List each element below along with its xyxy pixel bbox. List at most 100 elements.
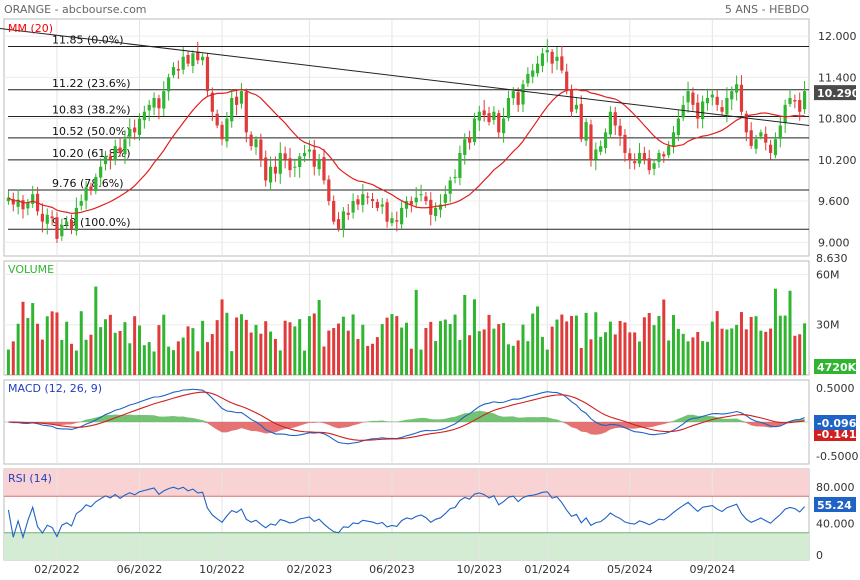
candle-body (681, 104, 685, 118)
rsi-y-tick-label: 80.000 (816, 481, 855, 494)
volume-bar (176, 341, 180, 375)
fibonacci-label: 9.19 (100.0%) (52, 216, 131, 229)
candle-body (94, 177, 98, 192)
volume-bar (36, 323, 40, 375)
candle-body (569, 90, 574, 112)
volume-bar (45, 316, 49, 375)
candle-body (215, 113, 219, 126)
candle-body (628, 153, 632, 160)
volume-bar (783, 315, 787, 375)
candle-body (133, 127, 137, 133)
candle-body (686, 91, 690, 103)
candle-body (11, 199, 15, 205)
price-candles (6, 39, 807, 243)
volume-bar (642, 317, 646, 375)
volume-bar (681, 333, 685, 375)
candle-body (259, 139, 263, 160)
volume-y-tick-label: 30M (816, 319, 840, 332)
rsi-gridlines (4, 495, 809, 534)
volume-bar (516, 340, 520, 375)
candle-body (434, 207, 438, 217)
volume-bar (686, 341, 690, 375)
candle-body (715, 96, 719, 105)
volume-bar (244, 319, 248, 375)
candle-body (613, 112, 617, 126)
resistance-trendline (0, 27, 810, 126)
x-tick-label: 05/2024 (607, 563, 653, 576)
volume-bar (128, 343, 132, 375)
volume-bar (70, 343, 74, 375)
volume-bar (676, 328, 680, 375)
volume-bar (21, 301, 25, 375)
x-tick-label: 06/2022 (117, 563, 163, 576)
volume-bar (269, 331, 273, 375)
candle-body (521, 84, 525, 105)
candle-body (710, 94, 714, 98)
chart-period: 5 ANS - HEBDO (725, 3, 809, 16)
volume-bar (438, 321, 442, 375)
fibonacci-label: 10.83 (38.2%) (52, 104, 131, 117)
candle-body (764, 133, 768, 143)
volume-bar (710, 321, 714, 375)
candle-body (458, 152, 462, 178)
volume-bar (235, 317, 239, 375)
x-tick-label: 06/2023 (369, 563, 415, 576)
volume-bar (764, 331, 768, 375)
candle-body (186, 54, 190, 64)
candle-body (322, 157, 326, 181)
volume-bar (468, 335, 472, 375)
candle-body (560, 56, 564, 71)
volume-bar (162, 314, 166, 375)
volume-bar (409, 348, 413, 375)
candle-body (749, 130, 753, 147)
candle-body (545, 49, 549, 53)
volume-bar (414, 289, 418, 375)
macd-y-ticks: 0.5000 -0.5000 (816, 382, 858, 463)
volume-bar (773, 288, 777, 375)
volume-bar (638, 341, 642, 375)
rsi-y-tick-label: 40.000 (816, 518, 855, 531)
candle-body (65, 221, 69, 225)
volume-bar (749, 316, 753, 375)
candle-body (220, 124, 224, 140)
volume-y-tick-label: 60M (816, 268, 840, 281)
macd-y-tick-label: -0.5000 (816, 450, 858, 463)
candle-body (662, 154, 666, 157)
volume-bar (337, 323, 341, 375)
volume-bar (458, 339, 462, 375)
volume-bar (395, 316, 399, 375)
volume-bar (599, 336, 603, 375)
candle-body (69, 220, 74, 229)
rsi-panel-label: RSI (14) (8, 472, 52, 485)
candle-body (230, 98, 234, 122)
volume-bar (628, 332, 632, 375)
candle-body (55, 217, 59, 239)
volume-bar (371, 343, 375, 375)
volume-bar (555, 319, 559, 375)
candle-body (487, 113, 491, 123)
last-macd-badge-bg (814, 415, 856, 430)
chart-source-title: ORANGE - abcbourse.com (4, 3, 147, 16)
candle-body (400, 207, 404, 225)
candle-body (317, 159, 321, 170)
volume-bar (89, 334, 93, 375)
volume-gridlines (4, 273, 809, 326)
candle-body (739, 84, 744, 112)
candle-body (74, 207, 78, 231)
volume-bar (283, 320, 287, 375)
candle-body (409, 201, 413, 205)
fibonacci-label: 11.85 (0.0%) (52, 33, 124, 46)
volume-bars (6, 286, 807, 375)
candle-body (336, 219, 341, 229)
candle-body (89, 186, 93, 191)
volume-bar (448, 324, 452, 375)
volume-bar (672, 315, 675, 375)
x-tick-label: 10/2022 (199, 563, 245, 576)
volume-bar (730, 328, 734, 375)
last-macd-signal-badge: -0.1416 (817, 428, 860, 441)
volume-bar (317, 300, 321, 375)
volume-bar (259, 333, 263, 375)
volume-bar (477, 331, 481, 375)
candle-body (123, 139, 127, 155)
volume-bar (303, 350, 307, 375)
